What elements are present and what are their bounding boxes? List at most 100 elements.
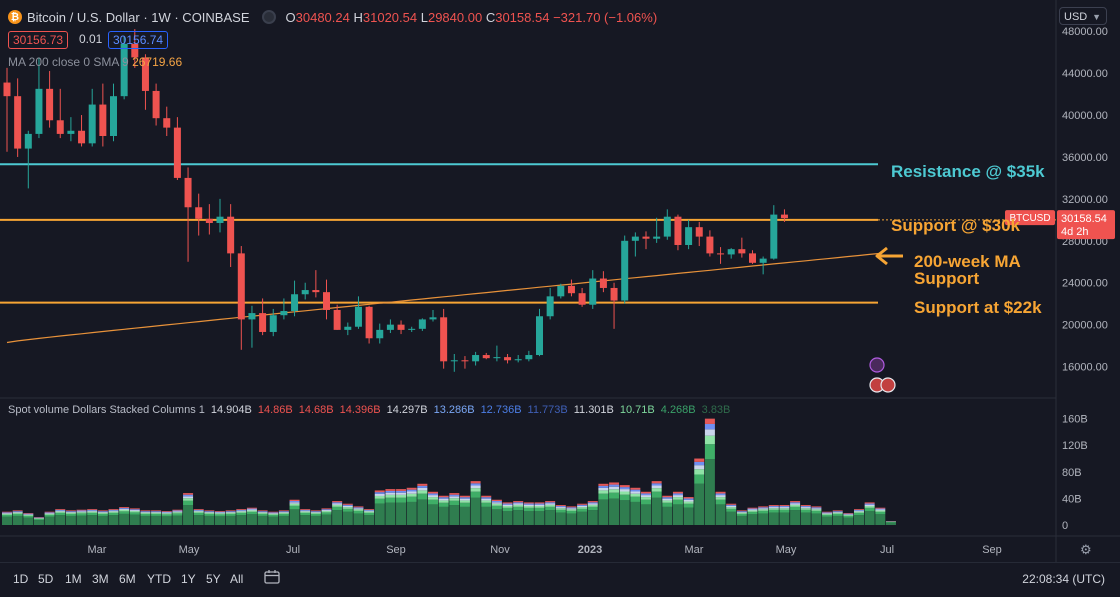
- volume-bar[interactable]: [620, 485, 630, 525]
- volume-bar[interactable]: [577, 504, 587, 525]
- volume-bar[interactable]: [822, 512, 832, 525]
- volume-bar[interactable]: [407, 488, 417, 525]
- candle-body[interactable]: [589, 279, 596, 305]
- volume-bar[interactable]: [172, 510, 182, 525]
- volume-bar[interactable]: [694, 459, 704, 525]
- volume-bar[interactable]: [449, 493, 459, 525]
- candle-body[interactable]: [461, 360, 468, 361]
- candle-body[interactable]: [302, 290, 309, 294]
- volume-bar[interactable]: [34, 517, 44, 525]
- volume-bar[interactable]: [23, 513, 33, 525]
- candle-body[interactable]: [632, 237, 639, 241]
- volume-bar[interactable]: [801, 505, 811, 525]
- volume-bar[interactable]: [535, 502, 545, 525]
- timeframe-button-6m[interactable]: 6M: [119, 572, 136, 586]
- volume-bar[interactable]: [769, 505, 779, 525]
- volume-bar[interactable]: [811, 506, 821, 525]
- candle-body[interactable]: [770, 215, 777, 259]
- chart-canvas[interactable]: 48000.0044000.0040000.0036000.0032000.00…: [0, 0, 1120, 562]
- volume-bar[interactable]: [737, 510, 747, 525]
- volume-bar[interactable]: [109, 509, 119, 525]
- candle-body[interactable]: [366, 307, 373, 338]
- candle-body[interactable]: [227, 217, 234, 254]
- candle-body[interactable]: [664, 217, 671, 237]
- volume-bar[interactable]: [875, 508, 885, 525]
- volume-bar[interactable]: [779, 505, 789, 525]
- volume-bar[interactable]: [247, 508, 257, 525]
- candle-body[interactable]: [270, 315, 277, 332]
- candle-body[interactable]: [99, 105, 106, 136]
- candle-body[interactable]: [728, 249, 735, 254]
- candle-body[interactable]: [195, 207, 202, 219]
- candle-body[interactable]: [344, 327, 351, 330]
- candle-body[interactable]: [185, 178, 192, 207]
- volume-bar[interactable]: [279, 510, 289, 525]
- volume-bar[interactable]: [353, 506, 363, 525]
- volume-bar[interactable]: [652, 481, 662, 525]
- volume-bar[interactable]: [428, 492, 438, 525]
- candle-body[interactable]: [291, 294, 298, 311]
- candle-body[interactable]: [749, 253, 756, 262]
- volume-bar[interactable]: [300, 509, 310, 525]
- volume-bar[interactable]: [673, 492, 683, 525]
- candle-body[interactable]: [643, 237, 650, 239]
- volume-bar[interactable]: [215, 511, 225, 525]
- timeframe-button-1y[interactable]: 1Y: [181, 572, 196, 586]
- timeframe-button-all[interactable]: All: [230, 572, 243, 586]
- volume-bar[interactable]: [98, 510, 108, 525]
- volume-bar[interactable]: [588, 501, 598, 525]
- candle-body[interactable]: [14, 96, 21, 148]
- lightning-event-icon[interactable]: [870, 358, 884, 372]
- ma-support-label-line2[interactable]: Support: [914, 269, 979, 288]
- volume-bar[interactable]: [865, 502, 875, 525]
- volume-bar[interactable]: [55, 509, 65, 525]
- utc-clock[interactable]: 22:08:34 (UTC): [1022, 572, 1105, 586]
- timeframe-button-ytd[interactable]: YTD: [147, 572, 171, 586]
- volume-bar[interactable]: [758, 506, 768, 525]
- volume-bar[interactable]: [854, 509, 864, 525]
- candle-body[interactable]: [163, 118, 170, 127]
- candle-body[interactable]: [408, 329, 415, 330]
- candle-body[interactable]: [504, 357, 511, 360]
- candle-body[interactable]: [536, 316, 543, 355]
- volume-bar[interactable]: [66, 510, 76, 525]
- volume-bar[interactable]: [609, 482, 619, 525]
- volume-bar[interactable]: [322, 508, 332, 525]
- sell-price-button[interactable]: 30156.73: [8, 31, 68, 49]
- candle-body[interactable]: [46, 89, 53, 120]
- volume-bar[interactable]: [130, 508, 140, 525]
- volume-bar[interactable]: [481, 496, 491, 525]
- candle-body[interactable]: [696, 227, 703, 236]
- volume-bar[interactable]: [226, 510, 236, 525]
- candle-body[interactable]: [738, 249, 745, 253]
- volume-bar[interactable]: [833, 510, 843, 525]
- candle-body[interactable]: [89, 105, 96, 144]
- candle-body[interactable]: [621, 241, 628, 301]
- candle-body[interactable]: [440, 317, 447, 361]
- candle-body[interactable]: [25, 134, 32, 149]
- volume-bar[interactable]: [87, 509, 97, 525]
- volume-bar[interactable]: [598, 484, 608, 525]
- volume-bar[interactable]: [119, 507, 129, 525]
- candle-body[interactable]: [280, 311, 287, 315]
- candle-body[interactable]: [387, 325, 394, 330]
- timeframe-button-1m[interactable]: 1M: [65, 572, 82, 586]
- volume-bar[interactable]: [524, 502, 534, 525]
- candle-body[interactable]: [706, 237, 713, 254]
- support-30k-label[interactable]: Support @ $30k: [891, 216, 1021, 235]
- volume-bar[interactable]: [162, 511, 172, 525]
- volume-bar[interactable]: [2, 512, 12, 525]
- volume-bar[interactable]: [140, 510, 150, 525]
- candle-body[interactable]: [78, 131, 85, 144]
- candle-body[interactable]: [547, 296, 554, 316]
- candle-body[interactable]: [483, 355, 490, 358]
- volume-bar[interactable]: [183, 493, 193, 525]
- volume-bar[interactable]: [417, 484, 427, 525]
- volume-bar[interactable]: [748, 508, 758, 525]
- candle-body[interactable]: [760, 259, 767, 263]
- timeframe-button-1d[interactable]: 1D: [13, 572, 28, 586]
- volume-bar[interactable]: [471, 481, 481, 525]
- volume-bar[interactable]: [151, 510, 161, 525]
- volume-bar[interactable]: [662, 496, 672, 525]
